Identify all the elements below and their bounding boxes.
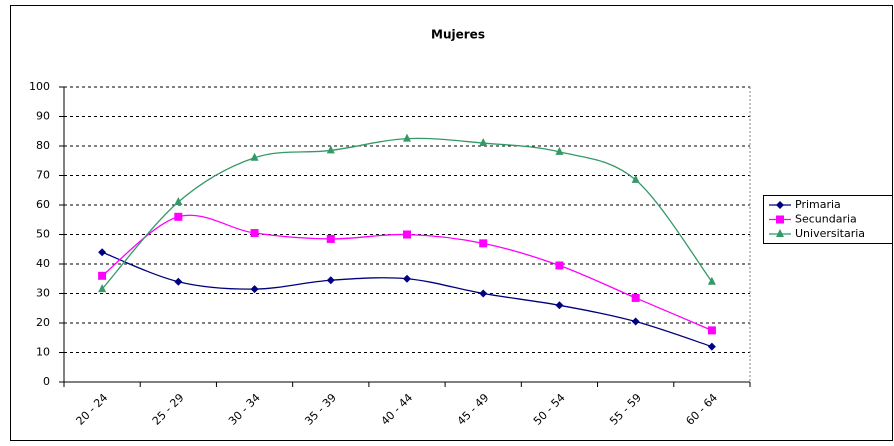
y-tick-label: 0 — [43, 375, 50, 388]
marker — [631, 317, 640, 326]
y-tick-label: 80 — [36, 139, 50, 152]
marker — [403, 230, 411, 239]
y-tick-label: 50 — [36, 228, 50, 241]
marker — [98, 284, 107, 293]
marker — [250, 152, 259, 161]
marker — [250, 229, 259, 238]
marker — [555, 146, 564, 155]
marker — [174, 197, 183, 206]
marker — [707, 276, 716, 285]
marker — [479, 138, 488, 147]
y-tick-label: 30 — [36, 287, 50, 300]
marker — [707, 342, 716, 351]
marker — [98, 248, 107, 257]
legend-label: Primaria — [795, 198, 841, 211]
marker — [776, 229, 784, 237]
marker — [707, 326, 716, 335]
marker — [403, 274, 411, 283]
marker — [555, 261, 564, 270]
y-tick-label: 100 — [29, 80, 50, 93]
y-tick-label: 70 — [36, 169, 50, 182]
marker — [403, 133, 411, 142]
y-tick-label: 90 — [36, 110, 50, 123]
y-tick-label: 60 — [36, 198, 50, 211]
marker — [776, 215, 784, 224]
y-tick-label: 40 — [36, 257, 50, 270]
legend-label: Universitaria — [795, 227, 865, 240]
chart-border — [10, 5, 893, 441]
marker — [250, 285, 259, 294]
marker — [555, 301, 564, 310]
marker — [479, 289, 488, 298]
marker — [631, 293, 640, 302]
marker — [776, 201, 784, 209]
y-tick-label: 20 — [36, 316, 50, 329]
legend-label: Secundaria — [795, 213, 857, 226]
marker — [174, 212, 183, 221]
marker — [631, 174, 640, 183]
marker — [479, 239, 488, 248]
marker — [326, 276, 335, 285]
marker — [326, 234, 335, 243]
marker — [98, 271, 107, 280]
chart-title: Mujeres — [431, 28, 485, 42]
y-tick-label: 10 — [36, 346, 50, 359]
marker — [326, 145, 335, 154]
marker — [174, 277, 183, 286]
